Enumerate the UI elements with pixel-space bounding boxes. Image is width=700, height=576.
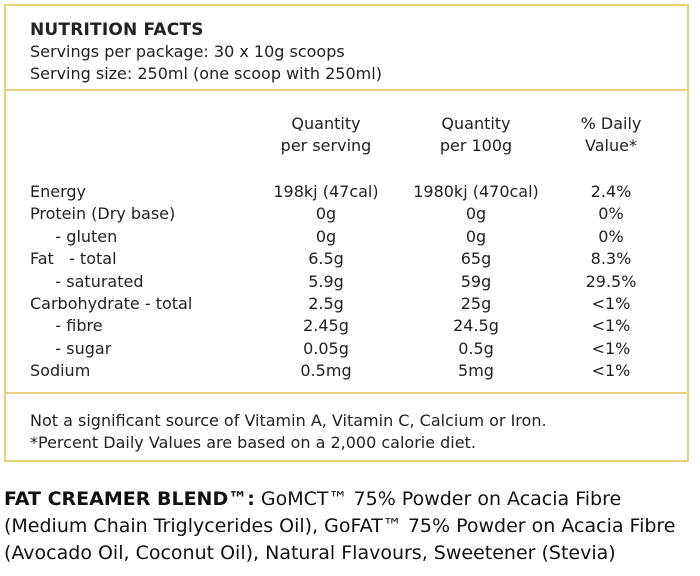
nutrient-name: - gluten [30, 226, 118, 246]
table-row: Carbohydrate - total 2.5g 25g <1% [6, 293, 687, 315]
footnote-vitamins: Not a significant source of Vitamin A, V… [30, 411, 547, 430]
table-row: - sugar 0.05g 0.5g <1% [6, 338, 687, 360]
table-row: - gluten 0g 0g 0% [6, 226, 687, 248]
value-daily: 8.3% [590, 249, 632, 269]
nutrient-rows: Energy 198kj (47cal) 1980kj (470cal) 2.4… [6, 181, 687, 383]
nutrition-title: NUTRITION FACTS [30, 20, 204, 40]
value-per-100g: 24.5g [453, 316, 499, 336]
nutrition-footnotes: Not a significant source of Vitamin A, V… [6, 394, 687, 460]
nutrition-facts-panel: NUTRITION FACTS Servings per package: 30… [4, 4, 689, 462]
nutrient-name: Sodium [30, 361, 91, 381]
value-daily: <1% [591, 338, 631, 358]
table-row: Sodium 0.5mg 5mg <1% [6, 360, 687, 382]
nutrition-header: NUTRITION FACTS Servings per package: 30… [6, 6, 687, 91]
value-per-100g: 0.5g [458, 338, 494, 358]
ingredients-text: GoMCT™ 75% Powder on Acacia Fibre (Mediu… [4, 488, 676, 564]
serving-size: Serving size: 250ml (one scoop with 250m… [30, 64, 382, 83]
value-daily: 0% [598, 204, 624, 224]
table-row: - fibre 2.45g 24.5g <1% [6, 315, 687, 337]
servings-per-package: Servings per package: 30 x 10g scoops [30, 42, 345, 61]
column-header-line: Value* [585, 136, 637, 155]
value-per-serving: 2.5g [308, 293, 344, 313]
column-header-per-serving: Quantity per serving [256, 113, 396, 157]
table-row: Protein (Dry base) 0g 0g 0% [6, 203, 687, 225]
column-header-line: Quantity [291, 114, 361, 133]
table-row: Energy 198kj (47cal) 1980kj (470cal) 2.4… [6, 181, 687, 203]
ingredients-label: FAT CREAMER BLEND™: [4, 488, 255, 510]
column-header-line: Quantity [441, 114, 511, 133]
value-per-100g: 5mg [458, 361, 494, 381]
value-per-serving: 2.45g [303, 316, 349, 336]
value-per-100g: 0g [465, 204, 487, 224]
value-per-100g: 65g [460, 249, 492, 269]
value-daily: 2.4% [590, 182, 632, 201]
column-header-line: % Daily [580, 114, 642, 133]
column-header-line: per 100g [439, 136, 513, 155]
column-header-daily-value: % Daily Value* [561, 113, 661, 157]
ingredients-statement: FAT CREAMER BLEND™: GoMCT™ 75% Powder on… [4, 486, 698, 567]
nutrient-name: Carbohydrate - total [30, 293, 193, 313]
nutrient-name: Fat - total [30, 249, 117, 269]
value-per-100g: 1980kj (470cal) [413, 182, 539, 201]
value-per-100g: 59g [460, 271, 492, 291]
value-daily: <1% [591, 361, 631, 381]
value-per-100g: 0g [465, 226, 487, 246]
nutrient-name: Protein (Dry base) [30, 204, 176, 224]
column-header-line: per serving [280, 136, 372, 155]
column-header-per-100g: Quantity per 100g [406, 113, 546, 157]
value-per-serving: 6.5g [308, 249, 344, 269]
value-per-100g: 25g [460, 293, 492, 313]
nutrient-name: - sugar [30, 338, 112, 358]
nutrient-name: - fibre [30, 316, 103, 336]
value-daily: 0% [598, 226, 624, 246]
table-row: Fat - total 6.5g 65g 8.3% [6, 248, 687, 270]
value-per-serving: 0g [315, 226, 337, 246]
nutrition-table: Quantity per serving Quantity per 100g %… [6, 91, 687, 394]
nutrient-name: Energy [30, 182, 87, 201]
value-per-serving: 0g [315, 204, 337, 224]
nutrient-name: - saturated [30, 271, 144, 291]
value-per-serving: 0.05g [303, 338, 349, 358]
value-per-serving: 5.9g [308, 271, 344, 291]
value-daily: 29.5% [585, 271, 637, 291]
value-per-serving: 198kj (47cal) [273, 182, 379, 201]
footnote-daily-values: *Percent Daily Values are based on a 2,0… [30, 433, 476, 452]
value-daily: <1% [591, 293, 631, 313]
table-row: - saturated 5.9g 59g 29.5% [6, 271, 687, 293]
value-daily: <1% [591, 316, 631, 336]
value-per-serving: 0.5mg [300, 361, 352, 381]
